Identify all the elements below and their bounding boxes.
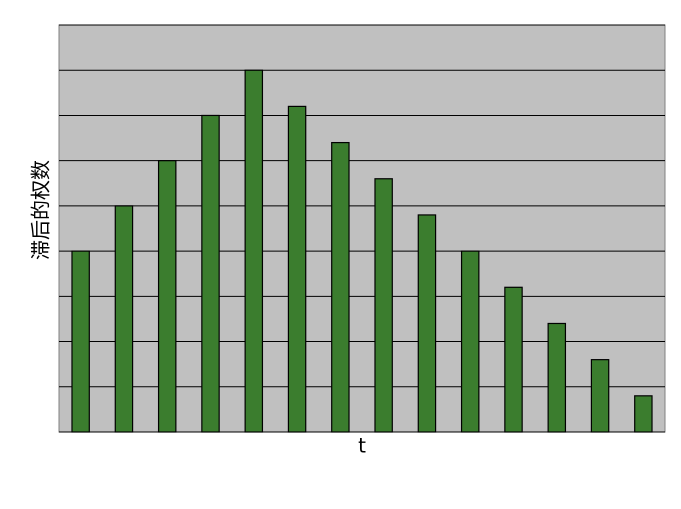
y-axis-label: 滞后的权数 (29, 160, 53, 260)
bar (287, 105, 307, 433)
bar (331, 141, 350, 433)
x-axis-label: t (358, 434, 366, 458)
plot-area (58, 24, 666, 433)
bar (71, 250, 90, 433)
bar (417, 214, 437, 433)
bar (634, 395, 653, 433)
bar (201, 114, 220, 433)
bar (460, 250, 480, 433)
bar (114, 205, 134, 433)
bar (244, 69, 264, 433)
bar (547, 322, 567, 433)
bar (157, 160, 177, 433)
bar (590, 359, 610, 433)
bar (504, 286, 523, 433)
bar (374, 178, 393, 433)
